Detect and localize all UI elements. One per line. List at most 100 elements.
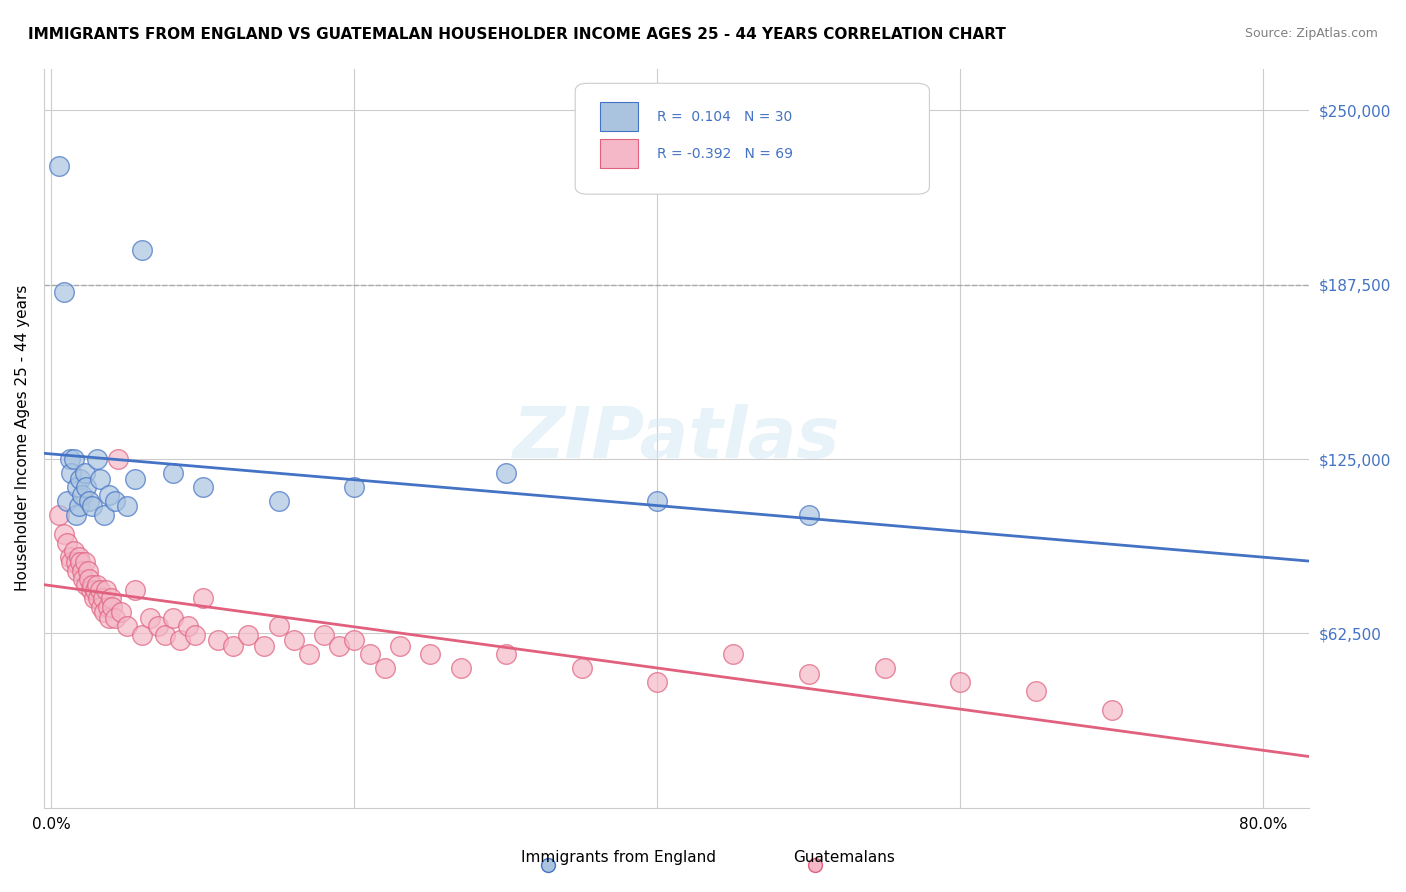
Point: [177, 619, 200, 633]
Point: [328, 639, 350, 653]
Point: [52, 285, 75, 299]
Point: [69, 471, 91, 485]
Point: [55, 535, 77, 549]
Point: [537, 858, 560, 872]
Point: [69, 555, 91, 569]
Point: [67, 500, 90, 514]
Point: [107, 452, 129, 467]
Text: Immigrants from England: Immigrants from England: [522, 850, 716, 865]
Point: [139, 611, 162, 625]
Point: [797, 508, 820, 522]
Point: [131, 243, 153, 257]
Point: [60, 466, 83, 480]
Point: [76, 564, 98, 578]
Point: [89, 583, 111, 598]
Point: [115, 500, 138, 514]
Point: [184, 628, 207, 642]
Point: [1101, 703, 1123, 717]
Point: [162, 611, 184, 625]
Point: [59, 549, 82, 564]
Text: R = -0.392   N = 69: R = -0.392 N = 69: [658, 146, 793, 161]
Point: [110, 606, 132, 620]
Point: [87, 591, 110, 606]
Bar: [600, 139, 638, 169]
Point: [283, 633, 305, 648]
Point: [73, 555, 96, 569]
Point: [721, 647, 744, 661]
Point: [96, 599, 118, 614]
Point: [70, 564, 93, 578]
Point: [647, 675, 669, 690]
Point: [75, 480, 97, 494]
Point: [314, 628, 336, 642]
Point: [72, 572, 94, 586]
Point: [63, 544, 86, 558]
Point: [82, 500, 104, 514]
Point: [55, 493, 77, 508]
Point: [450, 661, 472, 675]
Point: [131, 628, 153, 642]
FancyBboxPatch shape: [575, 83, 929, 194]
Point: [80, 583, 103, 598]
Point: [59, 452, 82, 467]
Point: [98, 488, 121, 502]
Point: [73, 466, 96, 480]
Point: [52, 527, 75, 541]
Point: [83, 591, 105, 606]
Point: [84, 583, 107, 598]
Point: [91, 591, 114, 606]
Point: [162, 466, 184, 480]
Point: [153, 628, 176, 642]
Point: [63, 452, 86, 467]
Point: [104, 611, 127, 625]
Point: [359, 647, 381, 661]
Text: Source: ZipAtlas.com: Source: ZipAtlas.com: [1244, 27, 1378, 40]
Point: [222, 639, 245, 653]
Text: Guatemalans: Guatemalans: [793, 850, 894, 865]
Point: [495, 466, 517, 480]
Point: [343, 633, 366, 648]
Point: [124, 583, 146, 598]
Point: [374, 661, 396, 675]
Point: [343, 480, 366, 494]
Point: [93, 606, 115, 620]
Point: [873, 661, 896, 675]
Point: [571, 661, 593, 675]
Point: [495, 647, 517, 661]
Point: [169, 633, 191, 648]
Point: [75, 577, 97, 591]
Point: [79, 493, 101, 508]
Point: [94, 583, 117, 598]
Point: [252, 639, 274, 653]
Bar: [600, 102, 638, 131]
Point: [67, 549, 90, 564]
Point: [90, 599, 112, 614]
Point: [267, 493, 290, 508]
Point: [419, 647, 441, 661]
Point: [101, 599, 124, 614]
Point: [86, 452, 108, 467]
Point: [66, 480, 89, 494]
Point: [115, 619, 138, 633]
Point: [191, 480, 214, 494]
Text: R =  0.104   N = 30: R = 0.104 N = 30: [658, 110, 793, 124]
Point: [238, 628, 260, 642]
Point: [949, 675, 972, 690]
Point: [191, 591, 214, 606]
Text: IMMIGRANTS FROM ENGLAND VS GUATEMALAN HOUSEHOLDER INCOME AGES 25 - 44 YEARS CORR: IMMIGRANTS FROM ENGLAND VS GUATEMALAN HO…: [28, 27, 1007, 42]
Point: [100, 591, 122, 606]
Point: [79, 572, 101, 586]
Point: [124, 471, 146, 485]
Point: [267, 619, 290, 633]
Y-axis label: Householder Income Ages 25 - 44 years: Householder Income Ages 25 - 44 years: [15, 285, 30, 591]
Point: [298, 647, 321, 661]
Point: [48, 159, 70, 173]
Point: [66, 564, 89, 578]
Point: [82, 577, 104, 591]
Point: [797, 666, 820, 681]
Point: [388, 639, 411, 653]
Point: [65, 555, 87, 569]
Point: [98, 611, 121, 625]
Point: [65, 508, 87, 522]
Point: [104, 493, 127, 508]
